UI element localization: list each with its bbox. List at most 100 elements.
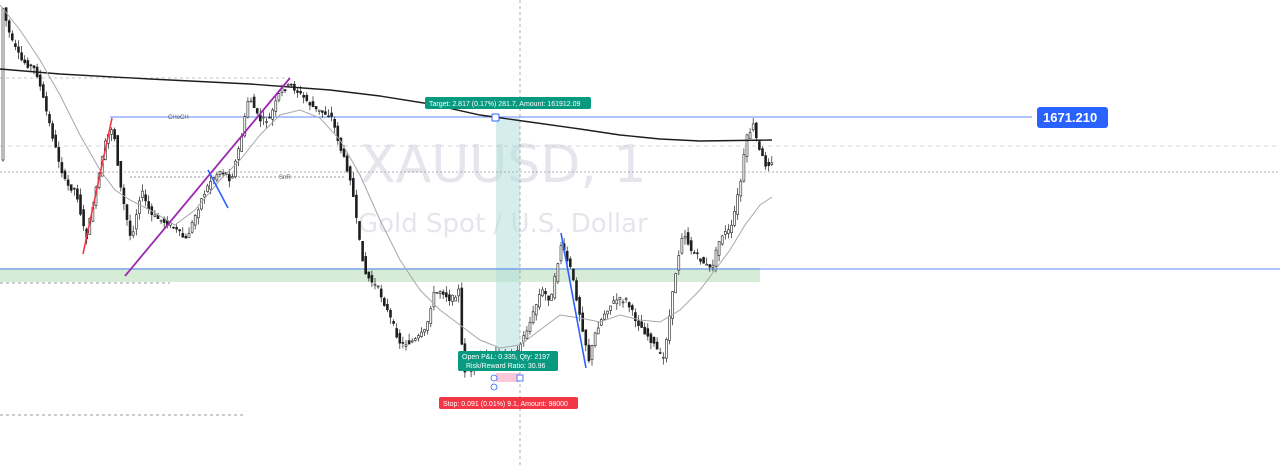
- candle-body: [73, 187, 76, 190]
- candle-body: [144, 194, 147, 202]
- candle-body: [119, 161, 123, 188]
- moving-average-short: [0, 4, 773, 349]
- target-zone[interactable]: [496, 118, 520, 352]
- candle-body: [593, 332, 597, 346]
- candle-body: [575, 280, 578, 301]
- candle-body: [624, 298, 628, 301]
- candle-body: [324, 111, 327, 115]
- candle-body: [646, 328, 650, 337]
- candle-body: [655, 341, 659, 350]
- candle-body: [720, 235, 724, 245]
- candle-body: [621, 301, 625, 304]
- candle-body: [252, 96, 256, 108]
- candle-body: [615, 299, 619, 305]
- candle-body: [361, 241, 364, 262]
- entry-handle-right[interactable]: [516, 374, 524, 382]
- candle-body: [289, 83, 293, 86]
- candle-body: [209, 181, 212, 190]
- candle-body: [364, 256, 368, 275]
- entry-handle-left[interactable]: [490, 374, 498, 382]
- candle-body: [603, 313, 606, 320]
- candle-body: [692, 252, 696, 254]
- candle-body: [609, 305, 612, 311]
- candle-body: [159, 219, 163, 222]
- candle-body: [197, 209, 200, 219]
- candle-body: [556, 263, 560, 283]
- candle-body: [764, 155, 767, 167]
- candle-body: [705, 263, 709, 266]
- candle-body: [76, 188, 79, 200]
- stop-zone[interactable]: [496, 373, 520, 382]
- trendline-red[interactable]: [82, 117, 113, 255]
- candle-body: [454, 296, 457, 302]
- stop-handle[interactable]: [490, 383, 498, 391]
- candle-body: [770, 162, 774, 165]
- candle-body: [525, 330, 529, 339]
- candle-body: [305, 95, 309, 102]
- moving-average-long: [0, 68, 773, 142]
- candle-body: [432, 291, 436, 308]
- candle-body: [382, 297, 386, 306]
- candle-body: [531, 311, 535, 323]
- candle-body: [714, 249, 718, 267]
- candle-body: [110, 129, 113, 135]
- stop-tag-bg: [439, 397, 578, 409]
- candle-body: [277, 93, 281, 101]
- candle-body: [730, 224, 733, 233]
- open-tag-bg: [458, 351, 558, 371]
- demand-zone[interactable]: [0, 268, 760, 282]
- candle-body: [193, 215, 197, 226]
- candle-body: [29, 64, 33, 67]
- price-label: 1671.210: [1043, 110, 1097, 125]
- candle-body: [138, 200, 141, 214]
- candle-body: [17, 46, 20, 53]
- candle-body: [82, 209, 85, 227]
- price-label-bg[interactable]: [1037, 107, 1108, 128]
- candle-body: [652, 336, 656, 344]
- candle-body: [398, 332, 402, 344]
- candle-body: [429, 308, 433, 324]
- candle-body: [125, 204, 129, 220]
- candle-body: [758, 141, 761, 150]
- open-tag-line1: Open P&L: 0.335, Qty: 2197: [462, 354, 550, 361]
- trendline-purple[interactable]: [124, 77, 291, 277]
- candle-body: [128, 220, 132, 236]
- candle-body: [231, 176, 234, 179]
- candle-body: [181, 233, 185, 238]
- candle-body: [674, 273, 678, 294]
- candle-body: [308, 102, 312, 106]
- candle-body: [373, 283, 377, 286]
- candle-body: [336, 125, 340, 141]
- candle-body: [23, 59, 27, 64]
- candle-body: [736, 194, 740, 215]
- trendline-blue-1[interactable]: [207, 169, 229, 209]
- candle-body: [32, 65, 36, 69]
- candle-body: [708, 264, 712, 268]
- candle-body: [739, 180, 743, 197]
- candle-body: [327, 115, 330, 118]
- candle-body: [54, 134, 58, 148]
- candle-body: [268, 116, 271, 119]
- candle-body: [60, 162, 64, 174]
- candle-body: [26, 60, 30, 68]
- candle-body: [41, 84, 45, 98]
- candle-body: [69, 184, 73, 191]
- candle-body: [550, 293, 554, 301]
- candle-body: [649, 333, 653, 343]
- trendline-blue-2[interactable]: [560, 232, 587, 369]
- candle-body: [637, 320, 640, 326]
- target-tag-bg: [425, 97, 591, 109]
- candle-body: [320, 110, 324, 113]
- candle-body: [249, 100, 253, 103]
- candle-body: [410, 340, 414, 343]
- candle-body: [345, 155, 349, 172]
- candle-body: [333, 119, 337, 128]
- candle-body: [547, 295, 550, 301]
- candle-body: [7, 20, 11, 33]
- target-handle[interactable]: [491, 113, 500, 122]
- candle-body: [66, 179, 70, 186]
- candle-body: [348, 166, 352, 181]
- candle-body: [351, 178, 355, 197]
- candle-body: [187, 233, 191, 238]
